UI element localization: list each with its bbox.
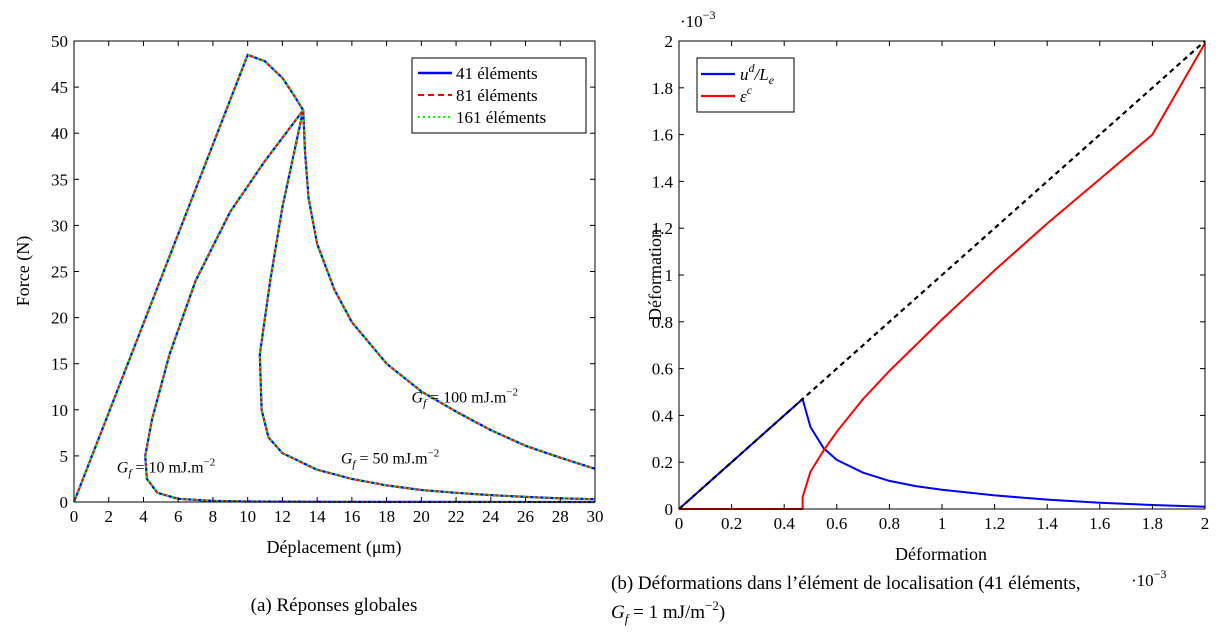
b-legend-label: εc xyxy=(740,83,753,106)
a-legend-items: 41 éléments 81 éléments 161 éléments xyxy=(418,64,546,127)
a-y-ticks: 0 5 10 15 20 25 30 35 40 45 50 xyxy=(51,32,595,512)
a-y-tick-label: 50 xyxy=(51,32,68,51)
a-y-tick-label: 30 xyxy=(51,216,68,235)
a-annotation: Gf = 10 mJ.m−2 xyxy=(117,456,215,479)
b-series-0 xyxy=(678,398,1206,510)
a-y-tick-label: 10 xyxy=(51,401,68,420)
a-curve-1-series-1 xyxy=(258,110,596,501)
b-y-tick-label: 1.8 xyxy=(652,79,673,98)
b-x-tick-label: 0.8 xyxy=(879,514,900,533)
a-y-tick-label: 0 xyxy=(60,493,69,512)
b-x-tick-label: 1.4 xyxy=(1037,514,1059,533)
b-y-tick-label: 1.4 xyxy=(652,172,674,191)
b-series-2 xyxy=(678,40,1206,510)
b-x-tick-label: 0.6 xyxy=(826,514,847,533)
a-y-tick-label: 40 xyxy=(51,124,68,143)
a-y-axis-label: Force (N) xyxy=(13,236,34,306)
b-x-ticks: 0 0.2 0.4 0.6 0.8 1 1.2 1.4 1.6 1.8 2 xyxy=(675,41,1210,533)
a-x-tick-label: 6 xyxy=(174,507,183,526)
b-y-axis-label: Déformation xyxy=(645,229,665,321)
a-x-tick-label: 4 xyxy=(139,507,148,526)
a-curve-2-series-2 xyxy=(144,109,596,503)
a-x-tick-label: 10 xyxy=(239,507,256,526)
b-legend-box xyxy=(696,57,795,113)
a-x-tick-label: 0 xyxy=(70,507,79,526)
a-x-tick-label: 18 xyxy=(378,507,395,526)
b-y-tick-label: 1.6 xyxy=(652,126,673,145)
b-y-multiplier: ·10−3 xyxy=(680,8,715,31)
b-caption-line2: Gf = 1 mJ/m−2) xyxy=(611,598,725,626)
b-x-tick-label: 0.4 xyxy=(774,514,796,533)
b-x-tick-label: 1.6 xyxy=(1089,514,1110,533)
b-x-tick-label: 1.2 xyxy=(984,514,1005,533)
b-x-tick-label: 1.8 xyxy=(1142,514,1163,533)
a-y-tick-label: 5 xyxy=(60,447,69,466)
b-y-tick-label: 2 xyxy=(665,32,674,51)
a-y-tick-label: 15 xyxy=(51,355,68,374)
a-legend-label: 161 éléments xyxy=(456,108,546,127)
a-curve-1-series-2 xyxy=(258,110,596,501)
b-legend-label: ud/Le xyxy=(740,61,775,87)
b-y-ticks: 0 0.2 0.4 0.6 0.8 1 1.2 1.4 1.6 1.8 2 xyxy=(652,32,1205,519)
b-series-1 xyxy=(679,42,1206,510)
a-x-ticks: 0 2 4 6 8 10 12 14 16 18 20 22 24 26 28 30 xyxy=(70,41,604,526)
a-x-tick-label: 30 xyxy=(587,507,604,526)
b-y-tick-label: 1.2 xyxy=(652,219,673,238)
a-caption: (a) Réponses globales xyxy=(251,595,418,616)
b-x-multiplier: ·10−3 xyxy=(1131,567,1166,590)
a-y-tick-label: 45 xyxy=(51,78,68,97)
b-x-tick-label: 0 xyxy=(675,514,684,533)
a-x-tick-label: 2 xyxy=(104,507,113,526)
a-x-tick-label: 20 xyxy=(413,507,430,526)
a-y-tick-label: 20 xyxy=(51,309,68,328)
a-curve-2-series-0 xyxy=(144,109,596,504)
a-y-tick-label: 35 xyxy=(51,170,68,189)
a-annotation: Gf = 50 mJ.m−2 xyxy=(341,447,439,470)
b-y-tick-label: 0.4 xyxy=(652,406,674,425)
panel-a: 0 2 4 6 8 10 12 14 16 18 20 22 24 26 28 30 051015202530… xyxy=(13,32,604,616)
a-y-tick-label: 25 xyxy=(51,263,68,282)
a-annotation: Gf = 100 mJ.m−2 xyxy=(412,386,518,409)
a-x-axis-label: Déplacement (μm) xyxy=(266,537,401,558)
b-y-tick-label: 0.2 xyxy=(652,453,673,472)
a-curve-0-series-2 xyxy=(73,53,596,503)
b-y-tick-label: 0.8 xyxy=(652,313,673,332)
a-x-tick-label: 8 xyxy=(209,507,218,526)
b-y-tick-label: 0.6 xyxy=(652,360,673,379)
b-curves xyxy=(678,40,1206,510)
a-legend: 41 éléments 81 éléments 161 éléments xyxy=(411,57,587,134)
a-x-tick-label: 28 xyxy=(552,507,569,526)
a-x-tick-label: 22 xyxy=(448,507,465,526)
a-curve-1-series-0 xyxy=(258,109,596,501)
a-x-tick-label: 24 xyxy=(482,507,500,526)
a-annotations: Gf = 100 mJ.m−2 Gf = 50 mJ.m−2 Gf = 10 mJ.… xyxy=(117,386,518,479)
b-y-tick-label: 1 xyxy=(665,266,674,285)
b-y-tick-label: 0 xyxy=(665,500,674,519)
panel-b: 0 0.2 0.4 0.6 0.8 1 1.2 1.4 1.6 1.8 2 0 0.2 0.4 0.6 0.… xyxy=(611,8,1209,626)
a-x-tick-label: 12 xyxy=(274,507,291,526)
b-x-axis-label: Déformation xyxy=(895,544,987,564)
a-x-tick-label: 26 xyxy=(517,507,534,526)
b-x-tick-label: 2 xyxy=(1201,514,1210,533)
a-x-tick-label: 14 xyxy=(309,507,327,526)
b-x-tick-label: 1 xyxy=(938,514,947,533)
b-x-tick-label: 0.2 xyxy=(721,514,742,533)
a-x-tick-label: 16 xyxy=(343,507,360,526)
b-caption-line1: (b) Déformations dans l’élément de local… xyxy=(611,573,1081,594)
a-legend-label: 81 éléments xyxy=(456,86,538,105)
a-legend-label: 41 éléments xyxy=(456,64,538,83)
a-curve-2-series-1 xyxy=(144,109,596,503)
